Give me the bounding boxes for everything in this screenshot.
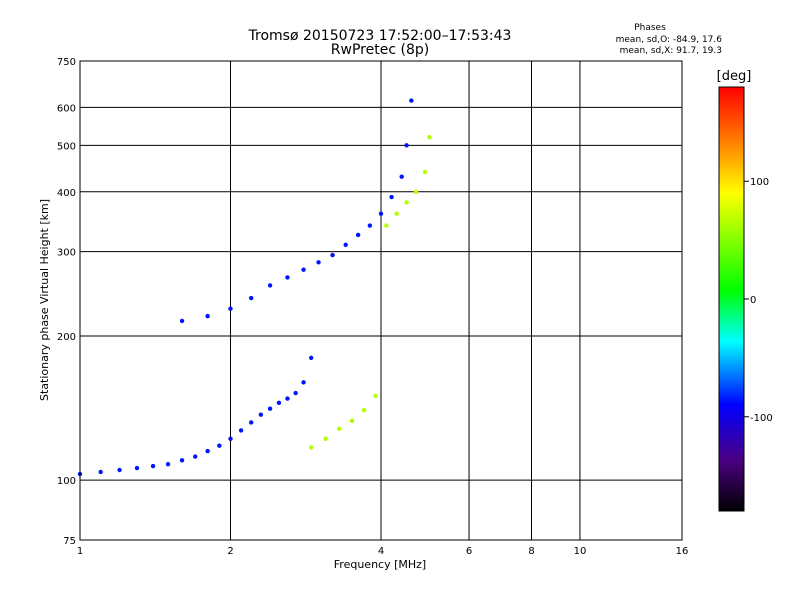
data-point bbox=[193, 454, 198, 459]
data-point bbox=[98, 469, 103, 475]
x-axis-label: Frequency [MHz] bbox=[334, 558, 426, 571]
phase-info-title: Phases bbox=[634, 23, 666, 33]
data-point bbox=[427, 134, 432, 140]
x-tick-label: 16 bbox=[676, 546, 689, 557]
y-tick-label: 200 bbox=[57, 332, 76, 343]
data-point bbox=[378, 211, 384, 216]
data-point bbox=[301, 267, 306, 272]
y-tick-label: 750 bbox=[57, 57, 76, 68]
data-point bbox=[384, 223, 389, 228]
x-tick-label: 6 bbox=[466, 546, 472, 557]
data-point bbox=[258, 412, 264, 417]
grid-lines bbox=[79, 60, 683, 541]
data-point bbox=[150, 463, 156, 469]
data-point bbox=[179, 458, 185, 463]
data-point bbox=[301, 380, 306, 385]
data-point bbox=[276, 400, 282, 406]
x-tick-label: 2 bbox=[227, 546, 233, 557]
x-tick-label: 10 bbox=[574, 546, 587, 557]
y-tick-label: 600 bbox=[57, 103, 76, 114]
data-point bbox=[409, 98, 414, 103]
data-point bbox=[323, 436, 328, 441]
data-point bbox=[267, 406, 273, 411]
x-tick-label: 4 bbox=[378, 546, 384, 557]
data-point bbox=[349, 418, 355, 424]
data-point bbox=[248, 420, 254, 425]
chart-title-line1: Tromsø 20150723 17:52:00–17:53:43 bbox=[248, 28, 512, 44]
colorbar-tick-label: -100 bbox=[750, 413, 773, 424]
data-point bbox=[205, 448, 210, 454]
data-point bbox=[413, 189, 419, 194]
data-point bbox=[422, 169, 428, 175]
x-tick-label: 1 bbox=[77, 546, 83, 557]
data-point bbox=[228, 306, 233, 311]
data-point bbox=[248, 295, 254, 301]
plot-frame bbox=[79, 60, 683, 541]
data-point bbox=[367, 223, 373, 228]
data-point bbox=[165, 461, 171, 467]
data-point bbox=[308, 445, 314, 450]
y-axis-label: Stationary phase Virtual Height [km] bbox=[38, 199, 51, 401]
data-point bbox=[238, 428, 244, 433]
data-point bbox=[217, 443, 222, 448]
data-point bbox=[373, 393, 378, 399]
data-point bbox=[337, 426, 342, 432]
chart-title-line2: RwPretec (8p) bbox=[331, 42, 429, 58]
data-point bbox=[343, 242, 348, 247]
y-tick-label: 300 bbox=[57, 248, 76, 259]
data-point bbox=[285, 275, 290, 280]
data-point bbox=[285, 396, 290, 401]
data-points bbox=[77, 98, 432, 477]
y-tick-label: 75 bbox=[63, 536, 76, 547]
x-tick-label: 8 bbox=[528, 546, 534, 557]
data-point bbox=[293, 390, 298, 396]
data-point bbox=[330, 252, 335, 258]
colorbar bbox=[718, 86, 745, 512]
colorbar-tick-label: 0 bbox=[750, 295, 756, 306]
y-tick-label: 500 bbox=[57, 141, 76, 152]
data-point bbox=[117, 467, 122, 473]
data-point bbox=[205, 313, 210, 319]
colorbar-ticks: 100 0 -100 bbox=[744, 177, 773, 424]
y-tick-labels: 75 100 200 300 400 500 600 750 bbox=[57, 57, 76, 547]
data-point bbox=[404, 143, 409, 148]
data-point bbox=[228, 436, 233, 441]
data-point bbox=[316, 260, 321, 265]
colorbar-label: [deg] bbox=[717, 69, 752, 84]
data-point bbox=[355, 232, 361, 238]
y-tick-label: 400 bbox=[57, 188, 76, 199]
data-point bbox=[179, 318, 185, 324]
data-point bbox=[404, 200, 409, 205]
x-tick-labels: 1 2 4 6 8 10 16 bbox=[77, 546, 689, 557]
data-point bbox=[389, 194, 394, 200]
colorbar-tick-label: 100 bbox=[750, 177, 769, 188]
data-point bbox=[361, 407, 367, 413]
y-tick-label: 100 bbox=[57, 476, 76, 487]
data-point bbox=[267, 283, 273, 288]
phase-info-x: mean, sd,X: 91.7, 19.3 bbox=[620, 46, 722, 56]
data-point bbox=[308, 355, 314, 361]
phase-info-o: mean, sd,O: -84.9, 17.6 bbox=[616, 35, 723, 45]
data-point bbox=[394, 211, 399, 216]
data-point bbox=[399, 174, 404, 179]
data-point bbox=[134, 465, 140, 471]
